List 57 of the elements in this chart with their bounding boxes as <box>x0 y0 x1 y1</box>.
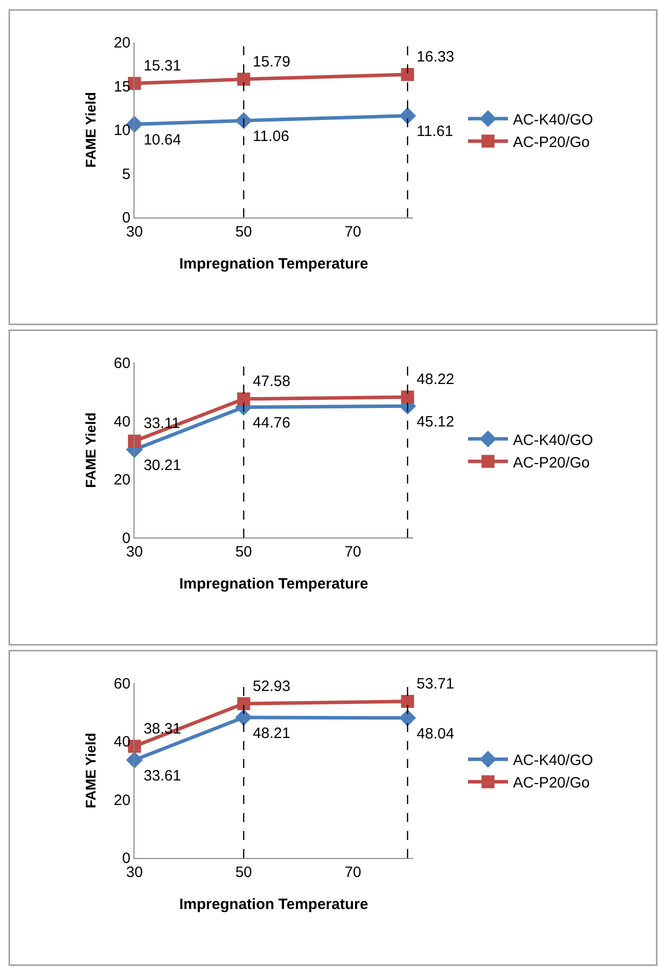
data-label: 38.31 <box>144 720 182 738</box>
y-tick-label: 10 <box>114 122 130 140</box>
data-label: 11.61 <box>416 123 454 140</box>
point <box>401 390 414 404</box>
data-label: 15.79 <box>252 53 290 70</box>
y-tick-label: 60 <box>114 675 130 692</box>
data-label: 48.04 <box>416 725 454 742</box>
data-label: 48.21 <box>252 724 290 742</box>
data-label: 44.76 <box>252 414 290 432</box>
y-tick-label: 20 <box>114 34 130 52</box>
data-label: 33.61 <box>144 767 182 784</box>
point <box>128 434 141 448</box>
y-tick-label: 60 <box>114 354 130 372</box>
data-label: 45.12 <box>416 413 454 430</box>
x-tick-label: 70 <box>344 544 362 561</box>
x-axis-title: Impregnation Temperature <box>179 896 368 913</box>
data-label: 47.58 <box>252 373 290 390</box>
x-tick-label: 50 <box>235 544 252 561</box>
x-axis-title: Impregnation Temperature <box>179 576 368 593</box>
legend-label: AC-P20/Go <box>513 774 590 792</box>
x-tick-label: 50 <box>235 223 252 240</box>
point <box>237 72 250 86</box>
data-label: 10.64 <box>144 132 182 149</box>
point <box>235 112 252 130</box>
x-tick-label: 70 <box>344 864 362 881</box>
legend-label: AC-P20/Go <box>513 134 590 151</box>
point <box>235 708 252 726</box>
x-tick-label: 50 <box>235 864 252 881</box>
point <box>237 392 250 406</box>
y-tick-label: 20 <box>114 472 130 489</box>
data-label: 53.71 <box>416 676 454 693</box>
y-axis-title: FAME Yield <box>82 732 98 808</box>
legend-label: AC-K40/GO <box>513 432 594 449</box>
y-tick-label: 40 <box>114 734 130 751</box>
point <box>401 694 414 708</box>
y-axis-title: FAME Yield <box>82 412 98 488</box>
legend-label: AC-K40/GO <box>513 752 594 770</box>
point <box>399 709 416 726</box>
legend-label: AC-K40/GO <box>513 111 594 128</box>
y-axis-title: FAME Yield <box>82 92 98 168</box>
y-tick-label: 20 <box>114 792 130 809</box>
data-label: 15.31 <box>144 58 182 75</box>
point <box>237 697 250 710</box>
point <box>399 107 416 124</box>
data-label: 48.22 <box>416 371 454 388</box>
y-tick-label: 40 <box>114 413 130 430</box>
legend-label: AC-P20/Go <box>513 454 590 472</box>
x-axis-title: Impregnation Temperature <box>179 255 368 272</box>
y-tick-label: 15 <box>114 78 130 96</box>
y-tick-label: 5 <box>122 166 130 183</box>
data-label: 33.11 <box>144 415 180 432</box>
data-label: 52.93 <box>252 678 290 695</box>
data-label: 30.21 <box>144 456 182 474</box>
data-label: 11.06 <box>252 128 290 145</box>
x-tick-label: 70 <box>344 223 362 240</box>
point <box>401 68 414 81</box>
data-label: 16.33 <box>416 48 454 66</box>
